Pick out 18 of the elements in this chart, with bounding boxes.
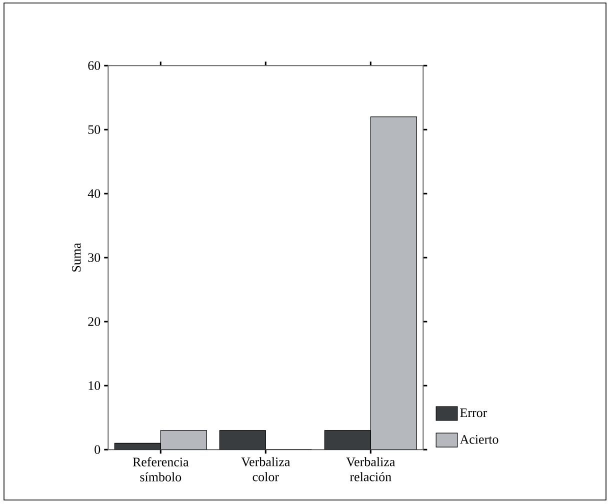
x-tick-label: Verbaliza relación [346,457,396,482]
bar [370,116,417,450]
y-tick-label: 60 [88,61,100,70]
y-tick-label: 0 [94,445,100,454]
y-tick-label: 30 [88,253,100,262]
legend-label: Error [460,408,488,418]
y-tick-label: 40 [88,189,100,198]
y-tick-label: 10 [88,381,100,390]
legend-label: Acierto [460,435,498,444]
y-axis-title: Suma [72,242,81,272]
bar [160,430,207,450]
bar [220,430,266,450]
y-tick-label: 50 [88,125,100,134]
bar [114,443,161,450]
x-tick-label: Verbaliza color [241,457,290,482]
x-tick-label: Referencia símbolo [132,457,189,482]
bar [324,430,371,450]
y-tick-label: 20 [88,317,100,326]
